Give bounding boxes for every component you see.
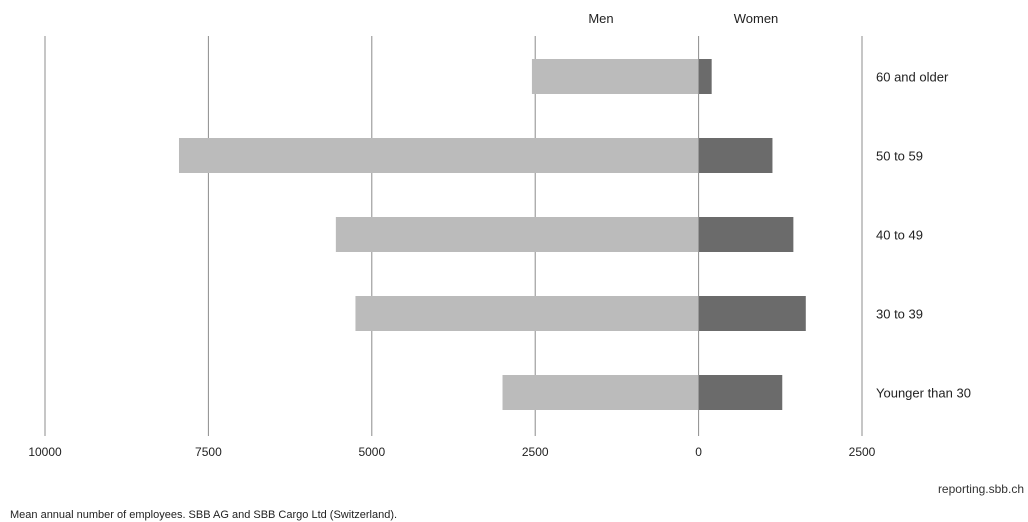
x-tick-label: 0 [695, 445, 702, 459]
bar-men [335, 217, 699, 252]
category-label: 60 and older [876, 70, 949, 85]
population-pyramid-chart: 10000 7500 5000 2500 0 2500 60 and older 50 to… [28, 11, 971, 459]
x-tick-label: 10000 [28, 445, 62, 459]
x-axis-ticks: 10000 7500 5000 2500 0 2500 [28, 445, 875, 459]
x-tick-label: 2500 [849, 445, 876, 459]
bar-men [531, 59, 699, 94]
x-tick-label: 5000 [358, 445, 385, 459]
bar-men [502, 375, 699, 410]
x-tick-label: 2500 [522, 445, 549, 459]
category-label: 30 to 39 [876, 307, 923, 322]
bars [178, 59, 806, 410]
category-label: 40 to 49 [876, 228, 923, 243]
category-labels: 60 and older 50 to 59 40 to 49 30 to 39 Youn… [876, 70, 971, 401]
bar-women [698, 59, 712, 94]
bar-men [355, 296, 699, 331]
bar-women [698, 296, 806, 331]
bar-women [698, 375, 783, 410]
bar-men [178, 138, 699, 173]
category-label: Younger than 30 [876, 386, 971, 401]
source-label: reporting.sbb.ch [937, 482, 1024, 496]
bar-women [698, 138, 773, 173]
legend-women: Women [734, 11, 779, 26]
x-tick-label: 7500 [195, 445, 222, 459]
footnote: Mean annual number of employees. SBB AG … [10, 509, 398, 521]
legend: Men Women [588, 11, 778, 26]
category-label: 50 to 59 [876, 149, 923, 164]
bar-women [698, 217, 794, 252]
legend-men: Men [588, 11, 613, 26]
